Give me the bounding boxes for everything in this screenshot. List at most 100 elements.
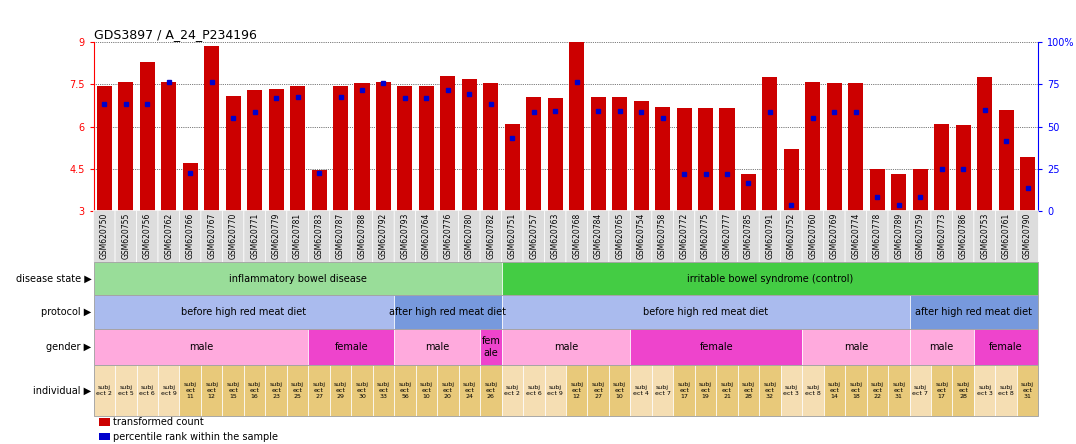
Text: GSM620790: GSM620790 <box>1023 212 1032 259</box>
FancyBboxPatch shape <box>458 210 480 262</box>
Text: subj
ect
33: subj ect 33 <box>377 382 390 399</box>
Text: GSM620783: GSM620783 <box>314 212 324 259</box>
FancyBboxPatch shape <box>845 210 866 262</box>
Bar <box>269 89 284 211</box>
Text: GSM620762: GSM620762 <box>165 212 173 259</box>
Text: GSM620766: GSM620766 <box>186 212 195 259</box>
Text: subj
ect 3: subj ect 3 <box>977 385 992 396</box>
Bar <box>720 108 735 211</box>
Text: subj
ect
29: subj ect 29 <box>334 382 348 399</box>
FancyBboxPatch shape <box>523 210 544 262</box>
Bar <box>140 62 155 211</box>
Bar <box>741 174 756 211</box>
FancyBboxPatch shape <box>180 210 201 262</box>
Text: GSM620775: GSM620775 <box>702 212 710 259</box>
Bar <box>677 108 692 211</box>
Text: fem
ale: fem ale <box>481 336 500 357</box>
Bar <box>97 86 112 211</box>
Text: GSM620787: GSM620787 <box>336 212 345 259</box>
Text: before high red meat diet: before high red meat diet <box>643 307 768 317</box>
Text: GSM620782: GSM620782 <box>486 212 495 258</box>
FancyBboxPatch shape <box>823 210 845 262</box>
Text: GSM620772: GSM620772 <box>680 212 689 259</box>
FancyBboxPatch shape <box>802 210 823 262</box>
Text: subj
ect
12: subj ect 12 <box>206 382 218 399</box>
Text: subj
ect
22: subj ect 22 <box>870 382 883 399</box>
Text: subj
ect
17: subj ect 17 <box>935 382 948 399</box>
Text: female: female <box>335 342 368 352</box>
Text: male: male <box>554 342 578 352</box>
Text: GSM620769: GSM620769 <box>830 212 839 259</box>
FancyBboxPatch shape <box>888 210 909 262</box>
Text: GSM620776: GSM620776 <box>443 212 452 259</box>
Text: subj
ect
28: subj ect 28 <box>957 382 969 399</box>
Text: after high red meat diet: after high red meat diet <box>390 307 507 317</box>
Bar <box>999 110 1014 211</box>
FancyBboxPatch shape <box>974 210 995 262</box>
Bar <box>247 90 263 211</box>
FancyBboxPatch shape <box>137 210 158 262</box>
Text: GSM620770: GSM620770 <box>229 212 238 259</box>
Bar <box>1020 158 1035 211</box>
Bar <box>869 169 884 211</box>
Text: subj
ect 7: subj ect 7 <box>912 385 929 396</box>
Text: subj
ect 3: subj ect 3 <box>783 385 799 396</box>
Text: subj
ect 7: subj ect 7 <box>654 385 670 396</box>
Bar <box>591 97 606 211</box>
Bar <box>569 41 584 211</box>
FancyBboxPatch shape <box>351 210 372 262</box>
Text: subj
ect
10: subj ect 10 <box>613 382 626 399</box>
Bar <box>118 82 133 211</box>
FancyBboxPatch shape <box>909 210 931 262</box>
Text: subj
ect
28: subj ect 28 <box>742 382 755 399</box>
Bar <box>763 77 778 211</box>
Text: subj
ect
17: subj ect 17 <box>678 382 691 399</box>
Text: inflammatory bowel disease: inflammatory bowel disease <box>228 274 367 284</box>
FancyBboxPatch shape <box>674 210 695 262</box>
Text: subj
ect
21: subj ect 21 <box>721 382 734 399</box>
Text: subj
ect 6: subj ect 6 <box>526 385 541 396</box>
Text: male: male <box>425 342 450 352</box>
FancyBboxPatch shape <box>223 210 244 262</box>
Text: GSM620752: GSM620752 <box>787 212 796 259</box>
Text: gender ▶: gender ▶ <box>46 342 91 352</box>
Bar <box>655 107 670 211</box>
Bar <box>204 47 220 211</box>
Text: male: male <box>844 342 868 352</box>
Text: subj
ect
16: subj ect 16 <box>249 382 261 399</box>
FancyBboxPatch shape <box>372 210 394 262</box>
Bar <box>934 124 949 211</box>
Text: GSM620786: GSM620786 <box>959 212 967 259</box>
FancyBboxPatch shape <box>1017 210 1038 262</box>
FancyBboxPatch shape <box>717 210 738 262</box>
Bar <box>612 97 627 211</box>
FancyBboxPatch shape <box>952 210 974 262</box>
Text: GSM620767: GSM620767 <box>208 212 216 259</box>
Bar <box>548 99 563 211</box>
FancyBboxPatch shape <box>781 210 802 262</box>
Bar <box>826 83 841 211</box>
Bar <box>805 82 820 211</box>
FancyBboxPatch shape <box>201 210 223 262</box>
Text: subj
ect 9: subj ect 9 <box>160 385 176 396</box>
FancyBboxPatch shape <box>329 210 351 262</box>
Text: GDS3897 / A_24_P234196: GDS3897 / A_24_P234196 <box>94 28 256 41</box>
Text: GSM620755: GSM620755 <box>122 212 130 259</box>
Text: subj
ect
31: subj ect 31 <box>892 382 905 399</box>
Bar <box>312 170 327 211</box>
Text: GSM620756: GSM620756 <box>143 212 152 259</box>
Text: male: male <box>189 342 213 352</box>
Text: subj
ect 2: subj ect 2 <box>97 385 112 396</box>
FancyBboxPatch shape <box>244 210 266 262</box>
Text: subj
ect
26: subj ect 26 <box>484 382 497 399</box>
Text: subj
ect 9: subj ect 9 <box>548 385 563 396</box>
Text: male: male <box>930 342 953 352</box>
Text: GSM620789: GSM620789 <box>894 212 903 259</box>
Bar <box>226 95 241 211</box>
Text: transformed count: transformed count <box>113 417 203 428</box>
FancyBboxPatch shape <box>266 210 287 262</box>
Bar <box>440 76 455 211</box>
Text: subj
ect
24: subj ect 24 <box>463 382 476 399</box>
Bar <box>161 82 176 211</box>
Text: subj
ect
15: subj ect 15 <box>227 382 240 399</box>
